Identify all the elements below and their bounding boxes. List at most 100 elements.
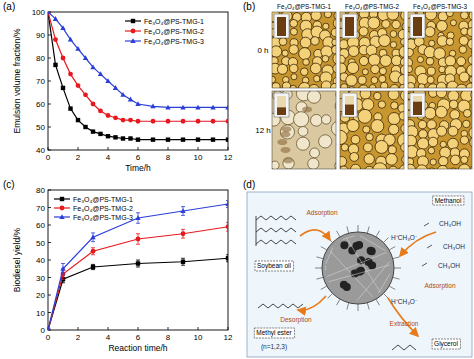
column-label: Fe₃O₄@PS-TMG-1 xyxy=(277,3,331,10)
data-point xyxy=(226,119,228,124)
data-point xyxy=(226,256,228,260)
polymer-network xyxy=(343,236,355,240)
emulsion-droplet xyxy=(347,120,359,132)
surface-chain xyxy=(383,238,388,243)
data-point xyxy=(181,260,185,264)
emulsion-droplet xyxy=(459,72,469,82)
emulsion-droplet xyxy=(371,77,378,84)
emulsion-droplet xyxy=(308,158,319,169)
panel-label: (a) xyxy=(3,1,15,12)
emulsion-droplet xyxy=(375,140,388,153)
data-point xyxy=(128,97,133,102)
fe3o4-core xyxy=(355,268,363,276)
emulsion-droplet xyxy=(390,84,399,88)
emulsion-droplet xyxy=(307,91,320,103)
surface-chain xyxy=(358,304,359,311)
emulsion-droplet xyxy=(469,76,472,83)
extraction-arrow xyxy=(388,298,418,336)
glycerol-molecule xyxy=(392,345,416,350)
emulsion-droplet xyxy=(388,146,396,154)
emulsion-droplet xyxy=(298,126,308,136)
photo xyxy=(408,91,472,169)
emulsion-droplet xyxy=(470,136,472,148)
emulsion-droplet xyxy=(331,121,336,136)
emulsion-droplet xyxy=(401,124,404,133)
emulsion-droplet xyxy=(331,28,336,36)
emulsion-droplet xyxy=(391,55,401,65)
diagram-label: Desorption xyxy=(280,316,312,324)
emulsion-droplet xyxy=(400,91,404,101)
emulsion-droplet xyxy=(330,83,336,88)
photo xyxy=(272,12,336,88)
data-point xyxy=(53,63,57,67)
photo-frame xyxy=(340,12,404,88)
data-point xyxy=(98,109,103,114)
data-point xyxy=(53,37,58,42)
emulsion-droplet xyxy=(323,23,329,29)
emulsion-droplet xyxy=(380,82,388,88)
emulsion-droplet xyxy=(451,155,461,165)
error-cap xyxy=(181,206,185,207)
vial xyxy=(345,17,354,36)
emulsion-droplet xyxy=(408,48,413,56)
triglyceride-chain xyxy=(256,228,296,232)
y-tick-label: 70 xyxy=(36,77,45,86)
y-tick-label: 10 xyxy=(36,309,45,318)
diagram-label: Methyl ester xyxy=(256,329,292,337)
emulsion-droplet xyxy=(448,126,458,136)
surface-chain xyxy=(315,268,322,269)
vial-inset xyxy=(342,14,357,38)
emulsion-droplet xyxy=(468,39,472,49)
error-bar xyxy=(226,255,228,262)
emulsion-droplet xyxy=(321,81,331,88)
y-tick-label: 60 xyxy=(36,221,45,230)
data-point xyxy=(181,119,186,124)
data-point xyxy=(226,137,228,141)
error-bar xyxy=(91,248,95,255)
data-point xyxy=(136,137,140,141)
emulsion-droplet xyxy=(402,155,404,164)
data-point xyxy=(225,105,228,110)
emulsion-droplet xyxy=(469,127,472,139)
label-box xyxy=(255,261,294,271)
data-point xyxy=(151,119,156,124)
y-tick-label: 50 xyxy=(36,239,45,248)
diagram-label: Methanol xyxy=(435,197,462,204)
chart-panel: (a)024681012405060708090100Time/hEmulsio… xyxy=(3,1,233,173)
data-point xyxy=(53,16,58,21)
legend-label: Fe₃O₄@PS-TMG-1 xyxy=(144,18,204,25)
vial-inset xyxy=(274,14,289,38)
adsorption-arrow xyxy=(300,230,330,240)
emulsion-droplet xyxy=(466,83,472,88)
methanol-molecule xyxy=(427,245,432,248)
emulsion-droplet xyxy=(319,135,332,148)
surface-chain xyxy=(393,257,400,259)
emulsion-droplet xyxy=(277,64,287,74)
surface-chain xyxy=(316,257,323,259)
y-tick-label: 40 xyxy=(36,256,45,265)
emulsion-droplet xyxy=(340,130,347,144)
broken-film xyxy=(280,131,290,137)
error-bar xyxy=(181,258,185,265)
emulsion-droplet xyxy=(399,46,404,57)
emulsion-droplet xyxy=(459,36,468,45)
emulsion-droplet xyxy=(435,106,447,118)
emulsion-droplet xyxy=(439,156,448,165)
emulsion-droplet xyxy=(408,82,415,88)
plot-frame xyxy=(48,190,228,330)
emulsion-droplet xyxy=(449,100,458,109)
data-point xyxy=(225,201,228,206)
error-cap xyxy=(136,223,140,224)
data-point xyxy=(113,135,117,139)
triglyceride-chain xyxy=(256,240,296,244)
column-label: Fe₃O₄@PS-TMG-2 xyxy=(345,3,399,10)
emulsion-droplet xyxy=(388,113,400,125)
error-cap xyxy=(91,232,95,233)
error-cap xyxy=(61,274,65,275)
error-bar xyxy=(226,201,228,208)
y-axis-label: Emulsion volume fraction/% xyxy=(12,28,22,133)
surface-chain xyxy=(347,303,349,310)
emulsion-droplet xyxy=(368,17,380,29)
data-point xyxy=(98,71,103,76)
series-line xyxy=(48,227,228,330)
